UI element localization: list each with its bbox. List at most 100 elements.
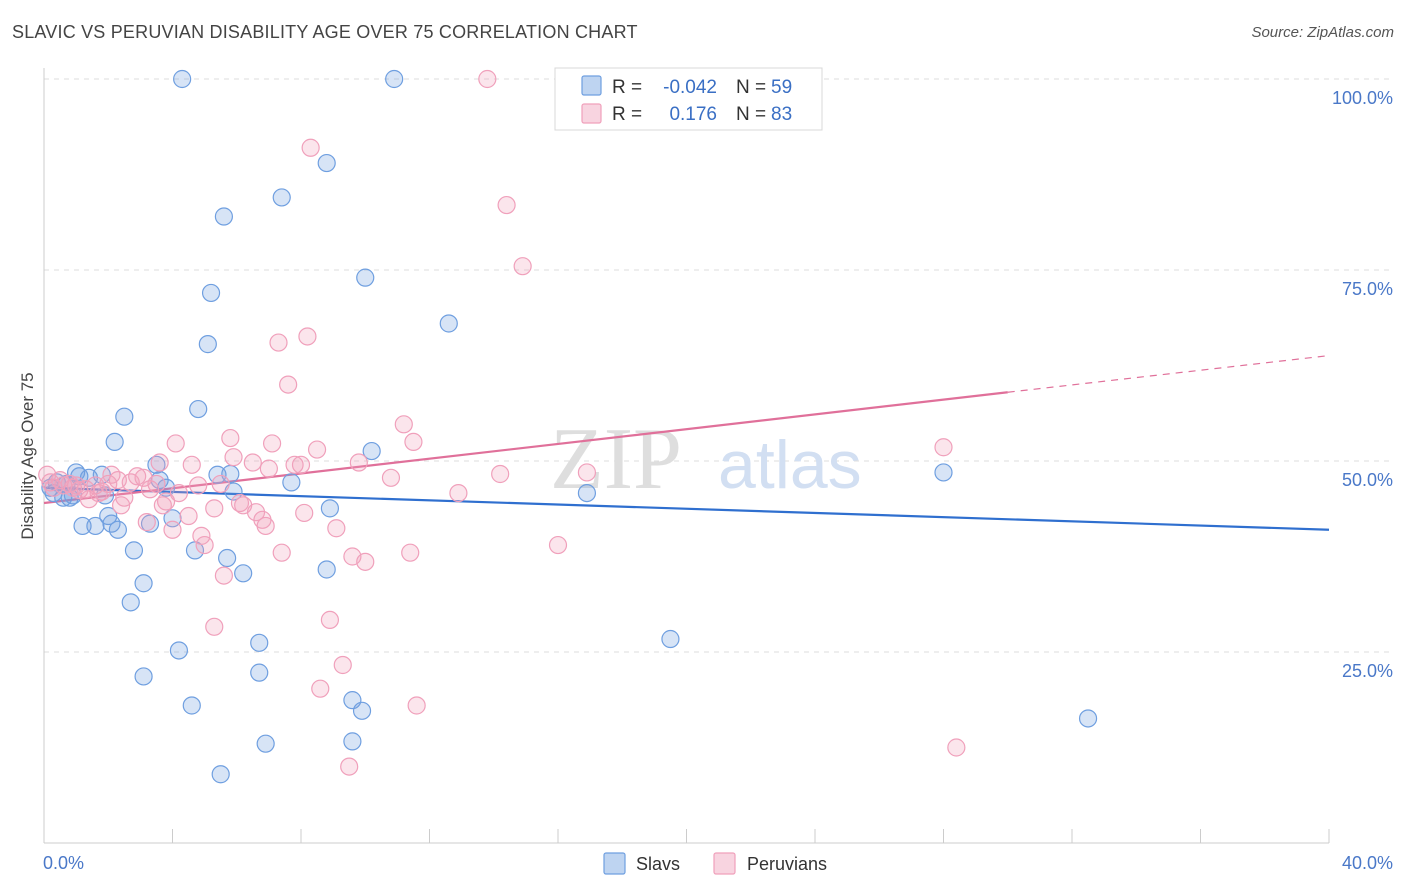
data-point-slavs bbox=[317, 153, 336, 173]
x-tick-label: 0.0% bbox=[43, 853, 84, 873]
bottom-legend-swatch-slavs bbox=[603, 852, 626, 875]
legend-n-label: N = bbox=[736, 77, 766, 98]
data-point-peruvians bbox=[311, 679, 330, 698]
legend-box bbox=[554, 67, 823, 131]
data-point-slavs bbox=[147, 455, 166, 474]
data-point-peruvians bbox=[230, 493, 250, 513]
data-point-peruvians bbox=[259, 459, 278, 478]
data-point-peruvians bbox=[934, 438, 953, 457]
data-point-peruvians bbox=[407, 696, 426, 715]
data-point-peruvians bbox=[205, 499, 224, 518]
legend-swatch-slavs bbox=[581, 75, 602, 96]
data-point-slavs bbox=[198, 335, 217, 354]
legend-r-value: 0.176 bbox=[669, 104, 717, 125]
data-point-slavs bbox=[320, 499, 340, 518]
data-point-slavs bbox=[121, 593, 140, 612]
data-point-peruvians bbox=[214, 566, 233, 585]
legend-r-value: -0.042 bbox=[663, 77, 717, 98]
data-point-peruvians bbox=[340, 757, 359, 776]
legend: R = -0.042 N = 59 R = 0.176 N = 83 bbox=[554, 67, 823, 131]
data-point-peruvians bbox=[115, 488, 134, 507]
data-point-peruvians bbox=[381, 468, 401, 487]
data-point-slavs bbox=[362, 441, 381, 461]
data-point-peruvians bbox=[137, 513, 156, 532]
data-point-slavs bbox=[934, 463, 953, 482]
data-point-slavs bbox=[201, 283, 221, 303]
data-point-slavs bbox=[234, 564, 253, 583]
data-point-slavs bbox=[73, 516, 92, 536]
data-point-peruvians bbox=[327, 519, 346, 538]
x-tick-label: 40.0% bbox=[1342, 853, 1393, 873]
data-point-slavs bbox=[250, 633, 269, 652]
data-point-peruvians bbox=[205, 617, 224, 636]
data-point-peruvians bbox=[246, 503, 266, 522]
data-point-peruvians bbox=[156, 492, 176, 511]
data-point-slavs bbox=[105, 432, 124, 451]
data-point-peruvians bbox=[272, 543, 291, 562]
y-tick-label: 25.0% bbox=[1342, 661, 1393, 681]
data-point-peruvians bbox=[195, 535, 214, 555]
y-tick-label: 50.0% bbox=[1342, 470, 1393, 490]
data-point-peruvians bbox=[285, 455, 304, 474]
data-point-peruvians bbox=[513, 257, 532, 276]
data-point-peruvians bbox=[320, 610, 340, 630]
data-point-slavs bbox=[134, 667, 153, 686]
data-point-peruvians bbox=[182, 455, 201, 474]
data-point-peruvians bbox=[256, 516, 275, 536]
data-point-peruvians bbox=[211, 474, 230, 494]
bottom-legend: Slavs Peruvians bbox=[603, 852, 827, 875]
data-point-slavs bbox=[1078, 709, 1098, 728]
data-point-peruvians bbox=[150, 453, 169, 472]
data-point-slavs bbox=[272, 188, 291, 207]
watermark-zip: ZIP bbox=[550, 411, 682, 508]
data-point-peruvians bbox=[279, 375, 298, 394]
tick-labels: 25.0% 50.0% 75.0% 100.0% 0.0% 40.0% bbox=[43, 88, 1393, 873]
data-point-slavs bbox=[661, 629, 680, 649]
data-point-slavs bbox=[317, 560, 336, 579]
data-point-slavs bbox=[352, 701, 372, 720]
data-point-peruvians bbox=[497, 195, 516, 215]
trend-line-dashed-peruvians bbox=[1007, 354, 1330, 393]
legend-r-label: R = bbox=[612, 77, 642, 98]
bottom-legend-label: Peruvians bbox=[747, 854, 827, 874]
data-point-peruvians bbox=[333, 655, 352, 675]
data-point-peruvians bbox=[128, 467, 147, 486]
data-point-slavs bbox=[189, 399, 208, 419]
data-point-peruvians bbox=[221, 428, 240, 448]
data-point-peruvians bbox=[491, 464, 510, 484]
source-label: Source: ZipAtlas.com bbox=[1251, 24, 1394, 41]
grid bbox=[44, 78, 1392, 653]
legend-swatch-peruvians bbox=[581, 103, 602, 124]
axes bbox=[43, 68, 1330, 844]
data-point-slavs bbox=[250, 663, 269, 682]
legend-n-value: 83 bbox=[771, 104, 792, 125]
data-point-peruvians bbox=[449, 483, 468, 503]
data-point-peruvians bbox=[295, 503, 314, 523]
data-point-peruvians bbox=[243, 453, 262, 472]
data-point-peruvians bbox=[548, 535, 568, 555]
data-point-slavs bbox=[86, 516, 105, 536]
data-point-slavs bbox=[439, 314, 458, 333]
trend-line-peruvians bbox=[43, 391, 1008, 505]
legend-n-label: N = bbox=[736, 104, 766, 125]
trend-lines bbox=[43, 354, 1330, 531]
chart-title: SLAVIC VS PERUVIAN DISABILITY AGE OVER 7… bbox=[12, 22, 638, 42]
watermark-atlas: atlas bbox=[718, 427, 862, 503]
data-point-peruvians bbox=[478, 69, 497, 89]
y-tick-label: 75.0% bbox=[1342, 279, 1393, 299]
data-point-slavs bbox=[173, 69, 192, 89]
data-point-peruvians bbox=[349, 453, 368, 472]
data-point-slavs bbox=[134, 574, 153, 593]
data-point-slavs bbox=[115, 407, 134, 426]
legend-r-label: R = bbox=[612, 104, 642, 125]
watermark: ZIP atlas bbox=[550, 411, 862, 508]
data-point-peruvians bbox=[307, 440, 327, 459]
data-point-peruvians bbox=[301, 138, 320, 157]
data-point-peruvians bbox=[269, 333, 288, 352]
data-point-peruvians bbox=[404, 432, 423, 451]
data-point-peruvians bbox=[189, 476, 208, 495]
points bbox=[38, 69, 1098, 784]
data-point-peruvians bbox=[262, 434, 282, 453]
data-point-slavs bbox=[169, 641, 189, 660]
data-point-peruvians bbox=[224, 448, 243, 467]
